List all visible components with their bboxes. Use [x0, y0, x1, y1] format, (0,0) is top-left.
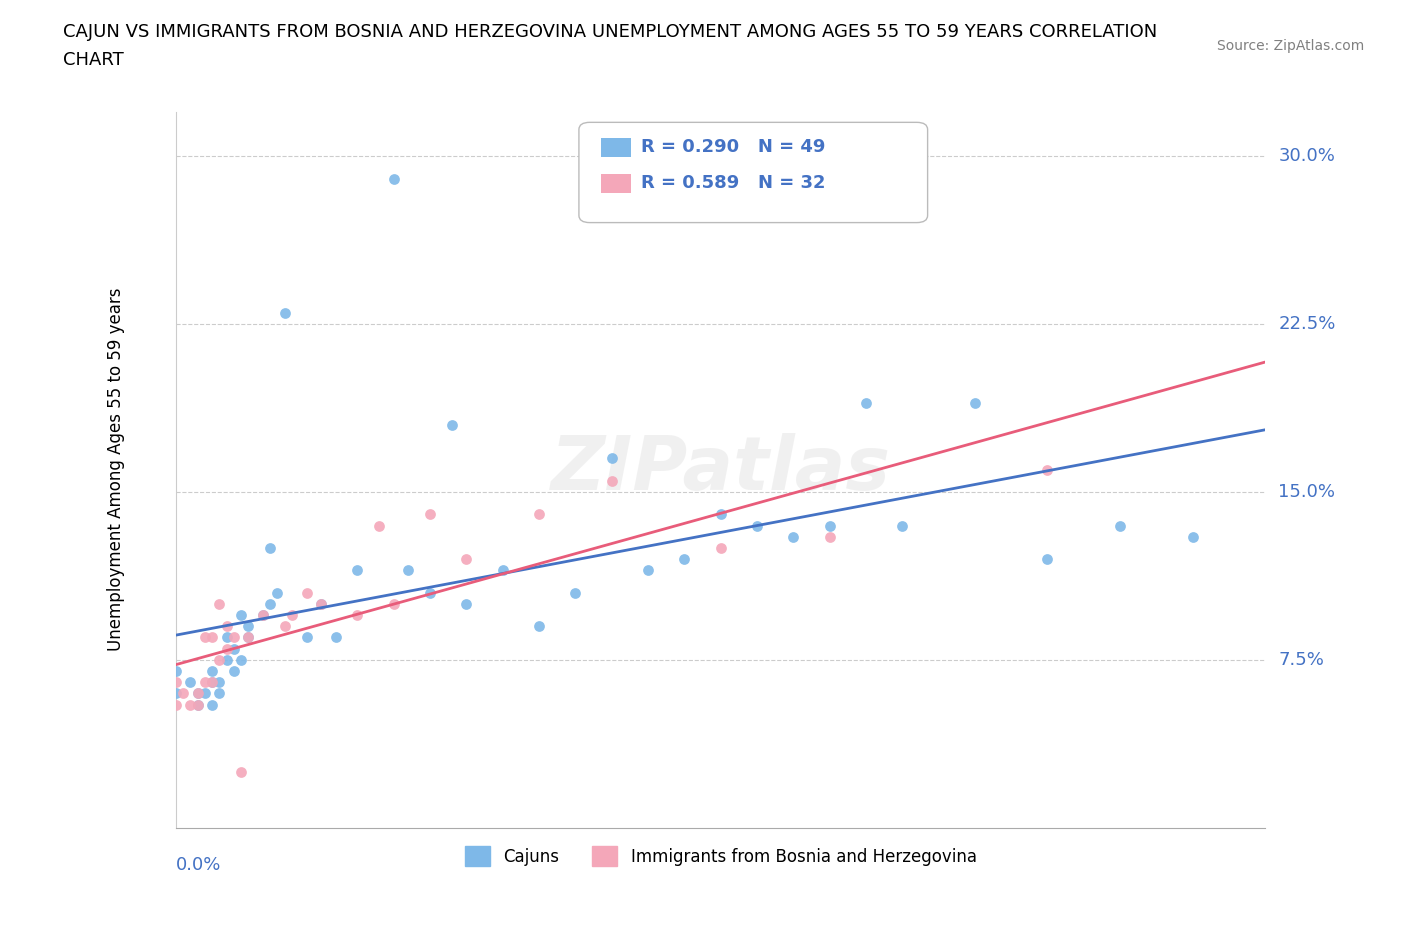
Point	[564, 585, 586, 600]
Point	[186, 698, 209, 712]
Point	[456, 596, 478, 611]
Point	[208, 675, 231, 690]
Point	[963, 395, 986, 410]
Text: CAJUN VS IMMIGRANTS FROM BOSNIA AND HERZEGOVINA UNEMPLOYMENT AMONG AGES 55 TO 59: CAJUN VS IMMIGRANTS FROM BOSNIA AND HERZ…	[63, 23, 1157, 41]
Point	[238, 618, 260, 633]
Point	[1109, 518, 1132, 533]
Point	[208, 596, 231, 611]
Point	[252, 607, 274, 622]
Point	[419, 585, 441, 600]
Point	[215, 618, 238, 633]
Point	[222, 664, 245, 679]
Point	[368, 518, 391, 533]
Point	[201, 675, 224, 690]
Point	[172, 686, 194, 701]
FancyBboxPatch shape	[600, 138, 631, 157]
Point	[186, 686, 209, 701]
Point	[1036, 551, 1059, 566]
Point	[201, 664, 224, 679]
Point	[346, 563, 368, 578]
Text: 15.0%: 15.0%	[1278, 483, 1336, 501]
Point	[600, 451, 623, 466]
Point	[165, 664, 187, 679]
Point	[222, 630, 245, 644]
Point	[194, 675, 217, 690]
Point	[186, 686, 209, 701]
Point	[179, 675, 201, 690]
Point	[252, 607, 274, 622]
Text: Source: ZipAtlas.com: Source: ZipAtlas.com	[1216, 39, 1364, 53]
Point	[194, 630, 217, 644]
Text: 22.5%: 22.5%	[1278, 315, 1336, 333]
Text: ZIPatlas: ZIPatlas	[551, 433, 890, 506]
Point	[259, 540, 281, 555]
Point	[309, 596, 332, 611]
Point	[456, 551, 478, 566]
Point	[201, 698, 224, 712]
Text: CHART: CHART	[63, 51, 124, 69]
Point	[215, 653, 238, 668]
Point	[782, 529, 804, 544]
FancyBboxPatch shape	[600, 174, 631, 193]
Point	[179, 698, 201, 712]
Point	[222, 642, 245, 657]
Point	[186, 698, 209, 712]
Point	[259, 596, 281, 611]
Point	[492, 563, 515, 578]
Text: Unemployment Among Ages 55 to 59 years: Unemployment Among Ages 55 to 59 years	[107, 288, 125, 651]
Point	[745, 518, 768, 533]
Point	[419, 507, 441, 522]
Point	[295, 630, 318, 644]
Point	[165, 675, 187, 690]
Point	[382, 596, 405, 611]
Text: 7.5%: 7.5%	[1278, 651, 1324, 669]
Point	[855, 395, 877, 410]
Point	[274, 618, 297, 633]
Point	[215, 642, 238, 657]
Point	[600, 473, 623, 488]
Point	[309, 596, 332, 611]
Point	[325, 630, 347, 644]
Point	[201, 630, 224, 644]
Point	[673, 551, 696, 566]
Point	[208, 686, 231, 701]
Point	[637, 563, 659, 578]
Point	[208, 653, 231, 668]
Point	[201, 675, 224, 690]
Point	[165, 686, 187, 701]
Point	[346, 607, 368, 622]
Text: 30.0%: 30.0%	[1278, 147, 1336, 166]
Point	[818, 518, 841, 533]
Point	[231, 764, 253, 779]
Point	[165, 698, 187, 712]
Point	[1181, 529, 1204, 544]
Point	[266, 585, 288, 600]
Point	[295, 585, 318, 600]
Point	[710, 540, 733, 555]
Point	[396, 563, 419, 578]
Point	[527, 507, 550, 522]
Point	[527, 618, 550, 633]
Point	[440, 418, 463, 432]
Point	[238, 630, 260, 644]
Point	[1036, 462, 1059, 477]
Text: R = 0.290   N = 49: R = 0.290 N = 49	[641, 139, 825, 156]
Point	[281, 607, 304, 622]
FancyBboxPatch shape	[579, 123, 928, 222]
Point	[215, 630, 238, 644]
Point	[194, 686, 217, 701]
Point	[818, 529, 841, 544]
Point	[710, 507, 733, 522]
Point	[231, 607, 253, 622]
Point	[231, 653, 253, 668]
Legend: Cajuns, Immigrants from Bosnia and Herzegovina: Cajuns, Immigrants from Bosnia and Herze…	[458, 840, 983, 873]
Point	[891, 518, 914, 533]
Point	[274, 306, 297, 321]
Text: 0.0%: 0.0%	[176, 857, 221, 874]
Point	[382, 171, 405, 186]
Text: R = 0.589   N = 32: R = 0.589 N = 32	[641, 174, 825, 193]
Point	[238, 630, 260, 644]
